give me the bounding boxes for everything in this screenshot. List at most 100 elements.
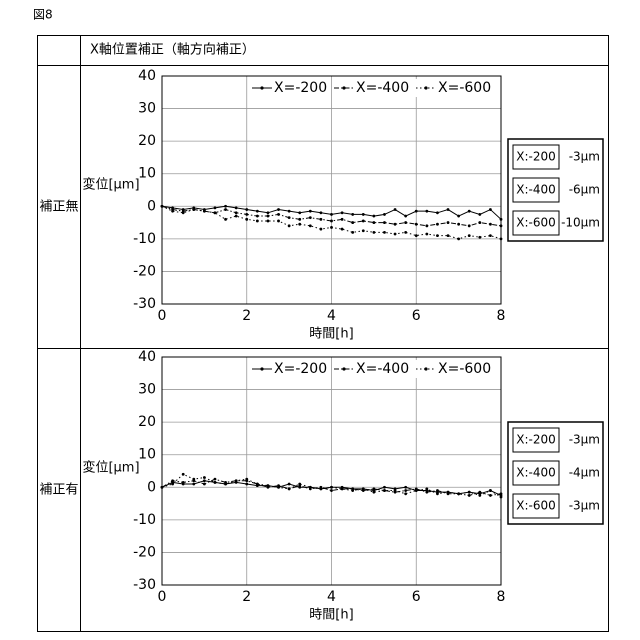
y-tick-label: 10 <box>138 166 156 182</box>
data-point <box>489 223 492 226</box>
data-point <box>267 215 270 218</box>
y-tick-label: 20 <box>138 414 156 430</box>
data-point <box>277 486 280 489</box>
data-point <box>415 489 418 492</box>
x-tick-label: 0 <box>158 308 167 324</box>
figure-label: 図8 <box>33 8 53 22</box>
summary-label: X:-400 <box>516 466 556 480</box>
data-point <box>288 210 291 213</box>
data-point <box>161 486 164 489</box>
data-point <box>372 221 375 224</box>
x-tick-label: 2 <box>242 589 251 605</box>
data-point <box>245 483 248 486</box>
data-point <box>267 484 270 487</box>
data-point <box>404 492 407 495</box>
x-axis-label: 時間[h] <box>309 327 353 342</box>
data-point <box>372 231 375 234</box>
x-tick-label: 6 <box>412 308 421 324</box>
data-point <box>182 211 185 214</box>
data-point <box>288 224 291 227</box>
y-tick-label: 0 <box>147 198 156 214</box>
x-tick-label: 2 <box>242 308 251 324</box>
data-point <box>489 494 492 497</box>
y-tick-label: -10 <box>133 231 156 247</box>
x-tick-label: 8 <box>497 589 506 605</box>
y-tick-label: -20 <box>133 263 156 279</box>
data-point <box>214 207 217 210</box>
summary-value: -10μm <box>561 216 600 230</box>
data-point <box>404 221 407 224</box>
data-point <box>320 488 323 491</box>
data-point <box>330 220 333 223</box>
data-point <box>478 494 481 497</box>
data-point <box>500 218 503 221</box>
data-point <box>203 210 206 213</box>
data-point <box>224 208 227 211</box>
data-point <box>415 210 418 213</box>
legend-marker <box>342 367 345 370</box>
data-point <box>235 207 238 210</box>
data-point <box>320 228 323 231</box>
data-point <box>372 491 375 494</box>
legend-label: X=-200 <box>274 80 327 96</box>
legend-label: X=-400 <box>356 80 409 96</box>
x-axis-label: 時間[h] <box>309 608 353 623</box>
x-tick-label: 6 <box>412 589 421 605</box>
data-point <box>309 216 312 219</box>
data-point <box>171 483 174 486</box>
data-point <box>309 224 312 227</box>
data-point <box>256 210 259 213</box>
data-point <box>489 208 492 211</box>
y-axis-label: 変位[μm] <box>82 177 139 193</box>
data-point <box>267 211 270 214</box>
data-point <box>436 492 439 495</box>
data-point <box>192 483 195 486</box>
data-point <box>372 488 375 491</box>
data-point <box>330 226 333 229</box>
data-point <box>203 476 206 479</box>
data-point <box>394 489 397 492</box>
data-point <box>404 489 407 492</box>
x-tick-label: 4 <box>327 589 336 605</box>
data-point <box>436 234 439 237</box>
data-point <box>277 220 280 223</box>
data-point <box>256 483 259 486</box>
data-point <box>404 231 407 234</box>
data-point <box>457 215 460 218</box>
data-point <box>362 220 365 223</box>
data-point <box>288 216 291 219</box>
summary-value: -3μm <box>569 150 600 164</box>
data-point <box>404 215 407 218</box>
data-point <box>182 481 185 484</box>
data-point <box>203 479 206 482</box>
data-point <box>383 486 386 489</box>
y-tick-label: 20 <box>138 133 156 149</box>
data-point <box>288 483 291 486</box>
y-tick-label: 40 <box>138 349 156 365</box>
data-point <box>468 210 471 213</box>
data-point <box>245 478 248 481</box>
data-point <box>330 213 333 216</box>
summary-value: -6μm <box>569 183 600 197</box>
data-point <box>288 488 291 491</box>
data-point <box>267 220 270 223</box>
y-tick-label: -10 <box>133 512 156 528</box>
data-point <box>245 218 248 221</box>
data-point <box>415 234 418 237</box>
data-point <box>309 486 312 489</box>
y-tick-label: 30 <box>138 382 156 398</box>
data-point <box>383 213 386 216</box>
data-point <box>383 231 386 234</box>
data-point <box>404 486 407 489</box>
summary-label: X:-400 <box>516 183 556 197</box>
data-point <box>362 229 365 232</box>
summary-label: X:-600 <box>516 216 556 230</box>
legend-marker <box>342 86 345 89</box>
legend-marker <box>424 367 427 370</box>
legend-marker <box>424 86 427 89</box>
data-point <box>235 211 238 214</box>
data-point <box>330 489 333 492</box>
data-point <box>245 213 248 216</box>
data-point <box>330 486 333 489</box>
table-header: X軸位置補正（軸方向補正） <box>90 42 255 58</box>
